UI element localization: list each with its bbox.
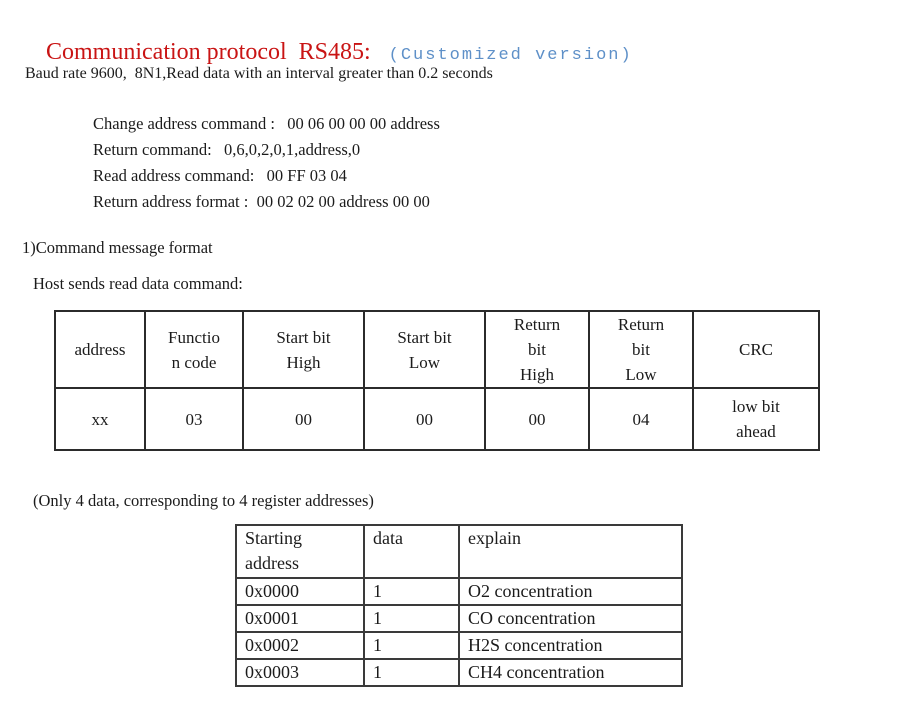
register-row-3: 0x0003 1 CH4 concentration — [235, 658, 683, 687]
register-address-table: Starting address data explain 0x0000 1 O… — [235, 524, 683, 687]
cell-register-address: 0x0000 — [235, 577, 365, 606]
cell-register-explain: O2 concentration — [458, 577, 683, 606]
cell-register-address: 0x0002 — [235, 631, 365, 660]
header-cell-return-bit-high: Return bit High — [484, 310, 590, 389]
title-main: Communication protocol RS485: — [46, 38, 371, 65]
command-table-data-row: xx 03 00 00 00 04 low bit ahead — [54, 387, 820, 451]
cell-register-data: 1 — [363, 631, 460, 660]
command-line-return-format: Return address format : 00 02 02 00 addr… — [93, 192, 430, 211]
cell-function-code-value: 03 — [144, 387, 244, 451]
register-row-2: 0x0002 1 H2S concentration — [235, 631, 683, 660]
host-command-line: Host sends read data command: — [33, 274, 243, 293]
header-cell-explain: explain — [458, 524, 683, 579]
cell-register-data: 1 — [363, 577, 460, 606]
command-line-return-command: Return command: 0,6,0,2,0,1,address,0 — [93, 140, 361, 159]
cell-return-bit-high-value: 00 — [484, 387, 590, 451]
header-cell-crc: CRC — [692, 310, 820, 389]
header-cell-start-bit-low: Start bit Low — [363, 310, 486, 389]
register-table-header-row: Starting address data explain — [235, 524, 683, 579]
cell-start-bit-high-value: 00 — [242, 387, 365, 451]
header-cell-data: data — [363, 524, 460, 579]
cell-register-data: 1 — [363, 658, 460, 687]
cell-register-explain: H2S concentration — [458, 631, 683, 660]
command-line-change-address: Change address command : 00 06 00 00 00 … — [93, 114, 440, 133]
cell-register-explain: CH4 concentration — [458, 658, 683, 687]
section-heading: 1)Command message format — [22, 238, 213, 257]
baud-rate-line: Baud rate 9600, 8N1,Read data with an in… — [25, 65, 493, 82]
header-cell-address: address — [54, 310, 146, 389]
title-subtitle: (Customized version) — [388, 45, 633, 65]
command-table-header-row: address Functio n code Start bit High St… — [54, 310, 820, 389]
command-message-table: address Functio n code Start bit High St… — [54, 310, 820, 451]
register-note: (Only 4 data, corresponding to 4 registe… — [33, 491, 374, 510]
cell-return-bit-low-value: 04 — [588, 387, 694, 451]
cell-crc-value: low bit ahead — [692, 387, 820, 451]
header-cell-function-code: Functio n code — [144, 310, 244, 389]
cell-start-bit-low-value: 00 — [363, 387, 486, 451]
cell-register-data: 1 — [363, 604, 460, 633]
command-line-read-address: Read address command: 00 FF 03 04 — [93, 166, 347, 185]
cell-address-value: xx — [54, 387, 146, 451]
header-cell-starting-address: Starting address — [235, 524, 365, 579]
register-row-0: 0x0000 1 O2 concentration — [235, 577, 683, 606]
header-cell-start-bit-high: Start bit High — [242, 310, 365, 389]
cell-register-address: 0x0003 — [235, 658, 365, 687]
cell-register-address: 0x0001 — [235, 604, 365, 633]
cell-register-explain: CO concentration — [458, 604, 683, 633]
register-row-1: 0x0001 1 CO concentration — [235, 604, 683, 633]
command-list: Change address command : 00 06 00 00 00 … — [93, 111, 440, 215]
header-cell-return-bit-low: Return bit Low — [588, 310, 694, 389]
page-title: Communication protocol RS485: (Customized… — [22, 9, 633, 95]
